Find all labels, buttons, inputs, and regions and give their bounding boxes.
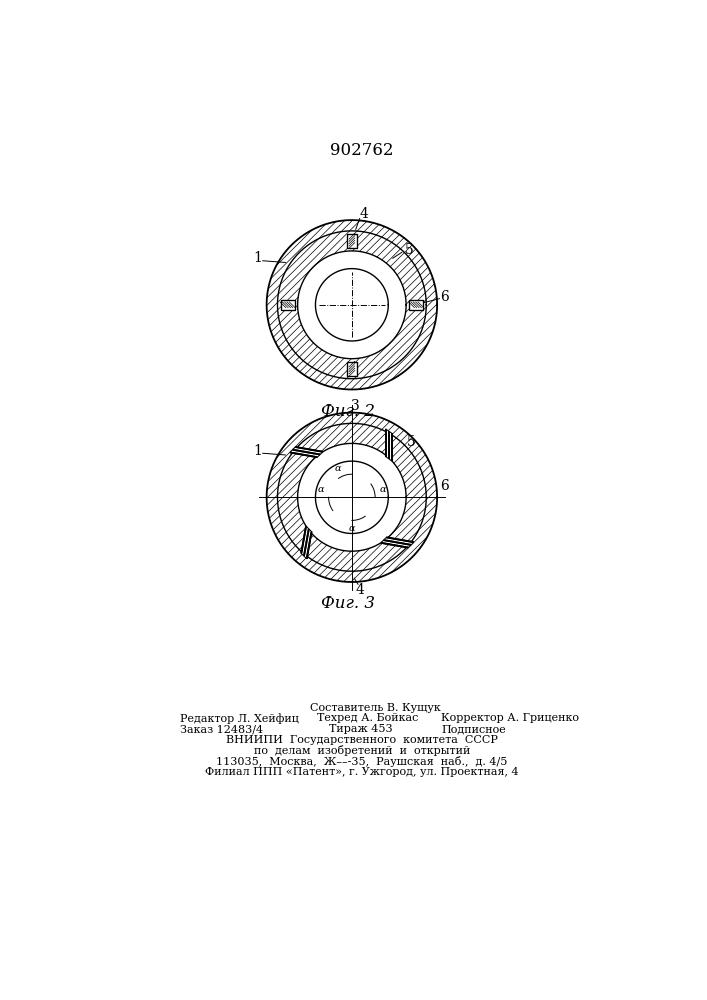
- Text: 5: 5: [405, 243, 414, 257]
- Text: по  делам  изобретений  и  открытий: по делам изобретений и открытий: [254, 745, 470, 756]
- Circle shape: [267, 413, 437, 582]
- Text: Фиг. 2: Фиг. 2: [321, 403, 375, 420]
- Text: Тираж 453: Тираж 453: [329, 724, 392, 734]
- Text: Заказ 12483/4: Заказ 12483/4: [180, 724, 263, 734]
- Text: α: α: [380, 485, 386, 494]
- Text: 1: 1: [253, 251, 262, 265]
- Text: Корректор А. Гриценко: Корректор А. Гриценко: [441, 713, 579, 723]
- Text: 4: 4: [359, 207, 368, 221]
- Text: α: α: [317, 485, 325, 494]
- Text: Редактор Л. Хейфиц: Редактор Л. Хейфиц: [180, 713, 298, 724]
- Text: 5: 5: [407, 435, 415, 449]
- Text: 1: 1: [253, 444, 262, 458]
- Text: 6: 6: [440, 290, 449, 304]
- Text: 113035,  Москва,  Ж––-35,  Раушская  наб.,  д. 4/5: 113035, Москва, Ж––-35, Раушская наб., д…: [216, 756, 508, 767]
- Text: α: α: [334, 464, 341, 473]
- Text: Подписное: Подписное: [441, 724, 506, 734]
- Polygon shape: [385, 429, 392, 461]
- Text: Техред А. Бойкас: Техред А. Бойкас: [317, 713, 419, 723]
- Text: α: α: [349, 524, 355, 533]
- Polygon shape: [301, 526, 312, 559]
- Text: 902762: 902762: [330, 142, 394, 159]
- Polygon shape: [381, 537, 414, 548]
- Text: 4: 4: [355, 583, 364, 597]
- Polygon shape: [347, 362, 357, 376]
- Text: 6: 6: [440, 479, 449, 493]
- Polygon shape: [409, 300, 423, 310]
- Text: Фиг. 3: Фиг. 3: [321, 595, 375, 612]
- Polygon shape: [290, 447, 323, 457]
- Text: Филиал ППП «Патент», г. Ужгород, ул. Проектная, 4: Филиал ППП «Патент», г. Ужгород, ул. Про…: [205, 767, 519, 777]
- Text: 3: 3: [351, 399, 360, 413]
- Text: ВНИИПИ  Государственного  комитета  СССР: ВНИИПИ Государственного комитета СССР: [226, 735, 498, 745]
- Text: Составитель В. Кущук: Составитель В. Кущук: [310, 703, 440, 713]
- Polygon shape: [281, 300, 295, 310]
- Circle shape: [267, 220, 437, 389]
- Polygon shape: [347, 234, 357, 248]
